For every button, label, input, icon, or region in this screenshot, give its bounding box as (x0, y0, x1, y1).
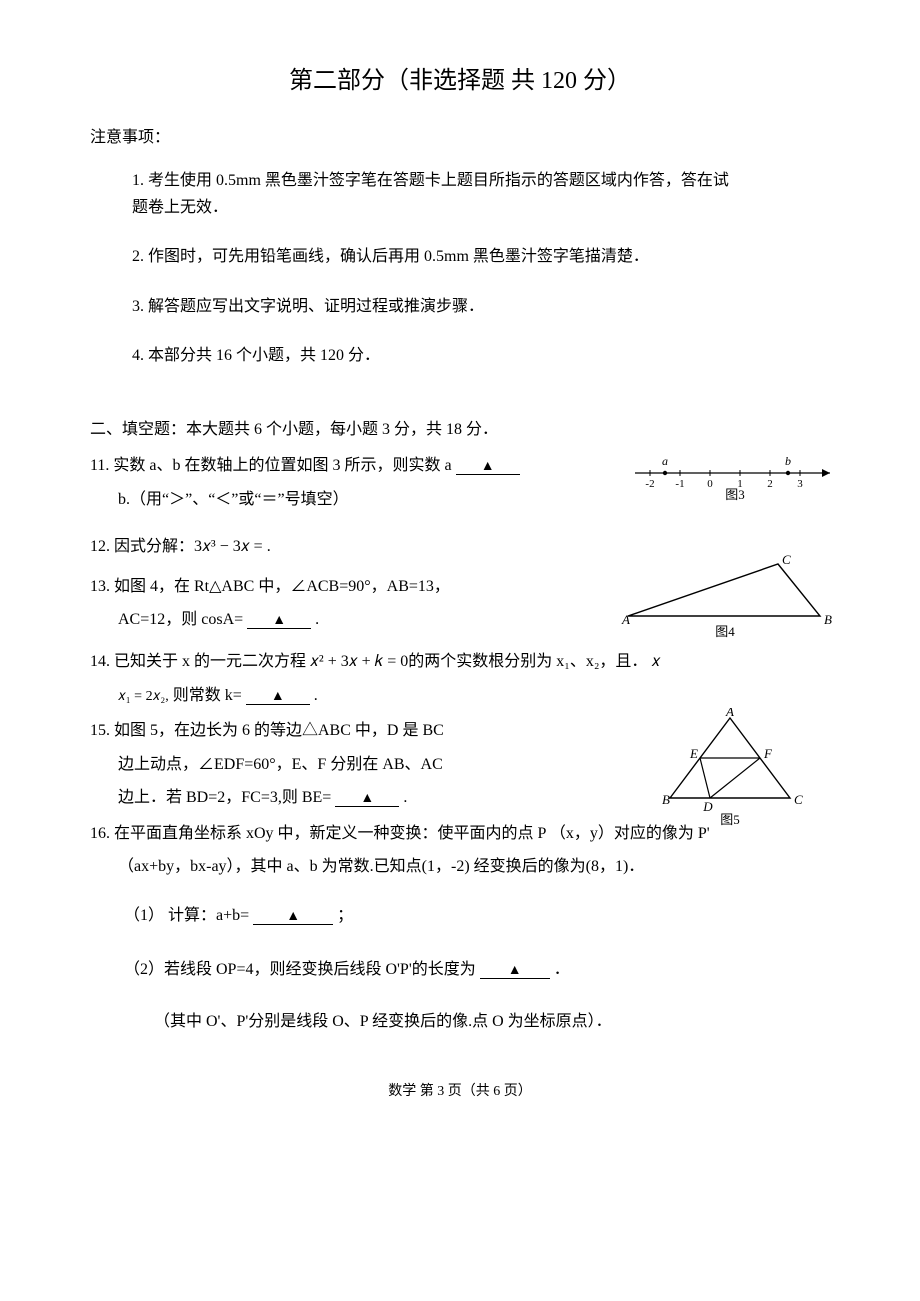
svg-text:b: b (785, 454, 791, 468)
q16-sub2-b: ． (554, 961, 570, 978)
figure-4: A B C 图4 (610, 554, 840, 644)
notice-list: 1. 考生使用 0.5mm 黑色墨汁签字笔在答题卡上题目所指示的答题区域内作答，… (90, 167, 830, 369)
notice-item-4: 4. 本部分共 16 个小题，共 120 分． (132, 342, 830, 369)
q16-note: （其中 O'、P'分别是线段 O、P 经变换后的像.点 O 为坐标原点）． (90, 1006, 830, 1038)
svg-text:0: 0 (707, 478, 713, 490)
q14-formula2: 𝑥 (651, 653, 662, 670)
svg-text:D: D (702, 799, 713, 814)
q13-line2-a: AC=12，则 cosA= (118, 611, 243, 628)
svg-text:图3: 图3 (725, 487, 745, 501)
svg-text:3: 3 (797, 478, 803, 490)
blank-mark: ▲ (508, 963, 522, 978)
figure-3: -2-10123 a b 图3 (630, 451, 840, 501)
q12-text-a: 12. 因式分解： (90, 538, 194, 555)
q14-line2-a: 𝑥₁ = 2𝑥₂, (118, 689, 169, 704)
part-title: 第二部分（非选择题 共 120 分） (90, 60, 830, 95)
blank-mark: ▲ (272, 613, 286, 628)
q14-line1-a: 14. 已知关于 x 的一元二次方程 (90, 653, 310, 670)
q16-sub1-a: （1） 计算：a+b= (124, 907, 249, 924)
q12-text-b: . (267, 538, 271, 555)
svg-text:A: A (621, 612, 630, 627)
section-2-heading: 二、填空题：本大题共 6 个小题，每小题 3 分，共 18 分． (90, 415, 830, 439)
svg-text:A: A (725, 708, 734, 719)
svg-text:-1: -1 (675, 478, 684, 490)
svg-text:B: B (662, 792, 670, 807)
q16-line1: 16. 在平面直角坐标系 xOy 中，新定义一种变换：使平面内的点 P （x，y… (90, 825, 710, 842)
question-14: 14. 已知关于 x 的一元二次方程 𝑥² + 3𝑥 + 𝑘 = 0的两个实数根… (90, 645, 830, 712)
q14-formula1: 𝑥² + 3𝑥 + 𝑘 = 0 (310, 653, 408, 670)
question-11: 11. 实数 a、b 在数轴上的位置如图 3 所示，则实数 a ▲ b.（用“＞… (90, 449, 830, 516)
notice-heading: 注意事项： (90, 123, 830, 147)
question-16: 16. 在平面直角坐标系 xOy 中，新定义一种变换：使平面内的点 P （x，y… (90, 817, 830, 884)
notice-item-3: 3. 解答题应写出文字说明、证明过程或推演步骤． (132, 293, 830, 320)
q15-line1: 15. 如图 5，在边长为 6 的等边△ABC 中，D 是 BC (90, 722, 444, 739)
page: 第二部分（非选择题 共 120 分） 注意事项： 1. 考生使用 0.5mm 黑… (0, 0, 920, 1301)
q11-blank: ▲ (456, 458, 520, 475)
svg-text:B: B (824, 612, 832, 627)
q14-line2-b: 则常数 k= (173, 687, 242, 704)
svg-text:C: C (794, 792, 803, 807)
q14-blank: ▲ (246, 688, 310, 705)
blank-mark: ▲ (286, 909, 300, 924)
q15-blank: ▲ (335, 790, 399, 807)
question-13: 13. 如图 4，在 Rt△ABC 中，∠ACB=90°，AB=13， AC=1… (90, 570, 830, 637)
q16-sub1-blank: ▲ (253, 908, 333, 925)
notice-1-line2: 题卷上无效． (132, 194, 830, 221)
svg-text:2: 2 (767, 478, 773, 490)
svg-text:-2: -2 (645, 478, 654, 490)
notice-item-1: 1. 考生使用 0.5mm 黑色墨汁签字笔在答题卡上题目所指示的答题区域内作答，… (132, 167, 830, 221)
question-15: 15. 如图 5，在边长为 6 的等边△ABC 中，D 是 BC 边上动点，∠E… (90, 714, 830, 815)
blank-mark: ▲ (481, 459, 495, 474)
q16-line2: （ax+by，bx-ay），其中 a、b 为常数.已知点(1，-2) 经变换后的… (90, 850, 830, 884)
notice-item-2: 2. 作图时，可先用铅笔画线，确认后再用 0.5mm 黑色墨汁签字笔描清楚． (132, 243, 830, 270)
q14-line1-b: 的两个实数根分别为 x₁、x₂，且． (408, 653, 647, 670)
q16-sub2: （2）若线段 OP=4，则经变换后线段 O'P'的长度为 ▲ ． (90, 954, 830, 986)
q16-sub2-a: （2）若线段 OP=4，则经变换后线段 O'P'的长度为 (124, 961, 476, 978)
svg-text:C: C (782, 554, 791, 567)
q13-blank: ▲ (247, 612, 311, 629)
q16-sub1-b: ； (337, 907, 353, 924)
q16-sub1: （1） 计算：a+b= ▲ ； (90, 900, 830, 932)
q16-sub2-blank: ▲ (480, 962, 550, 979)
page-footer: 数学 第 3 页（共 6 页） (90, 1080, 830, 1100)
svg-text:E: E (689, 746, 698, 761)
q11-text-a: 11. 实数 a、b 在数轴上的位置如图 3 所示，则实数 a (90, 457, 452, 474)
svg-text:a: a (662, 454, 668, 468)
blank-mark: ▲ (360, 791, 374, 806)
q12-formula: 3𝑥³ − 3𝑥 = (194, 538, 263, 555)
q15-line3-a: 边上．若 BD=2，FC=3,则 BE= (118, 789, 331, 806)
figure-5: A B C D E F 图5 (640, 708, 820, 828)
blank-mark: ▲ (271, 689, 285, 704)
svg-text:F: F (763, 746, 773, 761)
q13-line1: 13. 如图 4，在 Rt△ABC 中，∠ACB=90°，AB=13， (90, 578, 450, 595)
q15-line3-b: . (403, 789, 407, 806)
notice-1-line1: 1. 考生使用 0.5mm 黑色墨汁签字笔在答题卡上题目所指示的答题区域内作答，… (132, 172, 729, 189)
svg-text:图4: 图4 (715, 624, 735, 639)
q14-line2-c: . (314, 687, 318, 704)
q13-line2-b: . (315, 611, 319, 628)
